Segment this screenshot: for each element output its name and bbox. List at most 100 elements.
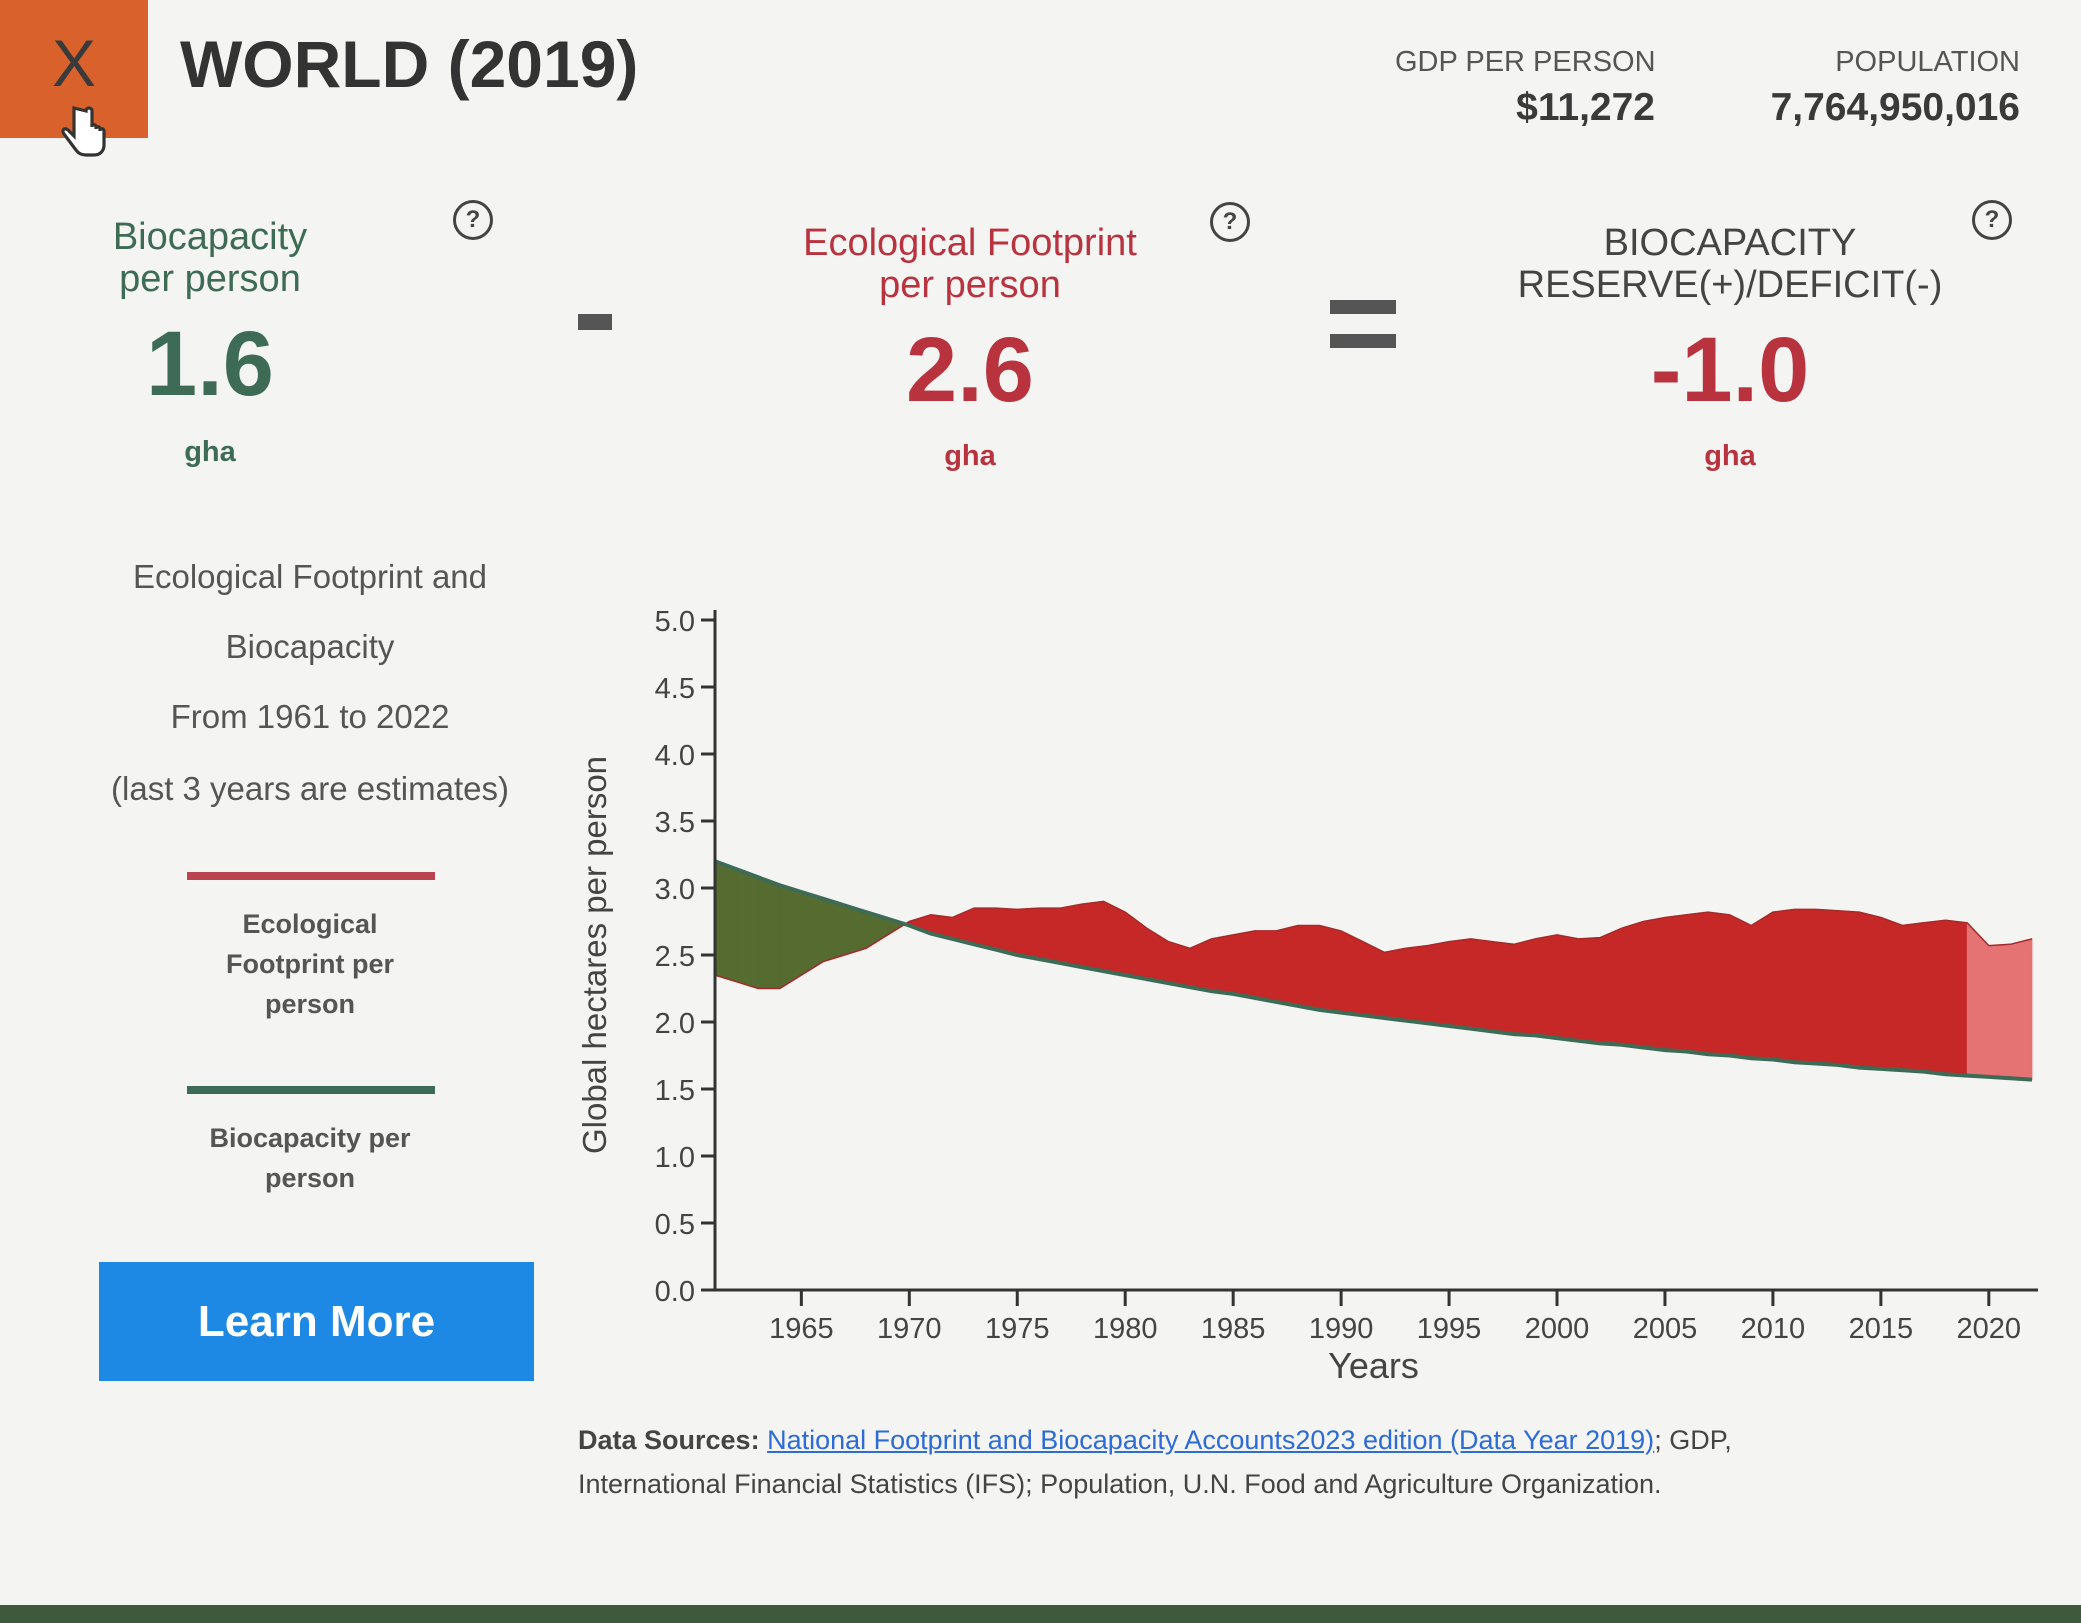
area-segment-2021-0 [2010, 938, 2033, 1081]
area-segment-1975-0 [1016, 907, 1040, 960]
y-axis-label: Global hectares per person [576, 756, 613, 1154]
biocapacity-value: 1.6 [146, 313, 274, 415]
footprint-label-line2: per person [879, 264, 1061, 306]
footprint-value: 2.6 [906, 319, 1034, 421]
area-segment-1978-0 [1081, 900, 1104, 972]
chart-description-line2: Biocapacity [225, 628, 395, 665]
area-segment-2011-0 [1794, 908, 1817, 1064]
legend-biocapacity-label: Biocapacity per person [160, 1118, 460, 1198]
area-segment-2015-0 [1880, 916, 1903, 1071]
sources-rest-text: International Financial Statistics (IFS)… [578, 1469, 1662, 1499]
area-segment-2012-0 [1815, 908, 1839, 1066]
x-tick-label: 2010 [1741, 1313, 1806, 1345]
x-tick-label: 1995 [1417, 1313, 1482, 1345]
area-segment-1989-0 [1319, 924, 1342, 1014]
biocapacity-unit: gha [184, 436, 236, 468]
y-tick-label: 4.0 [655, 740, 695, 772]
area-segment-2002-0 [1599, 927, 1623, 1046]
chart-description-line3: From 1961 to 2022 [170, 698, 450, 735]
footprint-label-line1: Ecological Footprint [803, 222, 1137, 264]
legend-biocapacity-swatch [187, 1086, 435, 1094]
legend-biocapacity-line1: Biocapacity per [209, 1123, 411, 1153]
area-segment-2016-0 [1902, 922, 1925, 1073]
y-tick-label: 5.0 [655, 606, 695, 638]
area-segment-1987-0 [1275, 924, 1299, 1007]
y-tick-label: 0.0 [655, 1276, 695, 1308]
legend-footprint-swatch [187, 872, 435, 880]
area-segment-1991-0 [1362, 940, 1385, 1019]
area-segment-1999-0 [1535, 934, 1558, 1039]
area-segment-2009-0 [1750, 911, 1774, 1060]
area-segment-1964-0 [779, 884, 802, 990]
footprint-biocapacity-chart: 0.0 0.5 1.0 1.5 2.0 2.5 3.0 3.5 4.0 4.5 5.0 1965 197… [576, 606, 2038, 1386]
area-segment-2003-0 [1621, 920, 1644, 1048]
area-segment-2020-0 [1988, 943, 2011, 1079]
area-segment-1997-0 [1491, 941, 1515, 1035]
gdp-value: $11,272 [1516, 86, 1655, 129]
area-segment-2005-0 [1664, 914, 1687, 1052]
x-tick-label: 2005 [1633, 1313, 1698, 1345]
reserve-label-line1: BIOCAPACITY [1603, 222, 1857, 264]
close-label: X [51, 26, 97, 100]
area-segment-1984-0 [1211, 934, 1234, 995]
biocapacity-series-line [714, 859, 2033, 1082]
y-tick-label: 4.5 [655, 673, 695, 705]
x-tick-label: 1970 [877, 1313, 942, 1345]
area-segment-1963-0 [757, 876, 781, 989]
area-segment-2014-0 [1858, 911, 1882, 1070]
area-segment-1993-0 [1405, 945, 1428, 1024]
equals-operator-bottom [1330, 334, 1396, 348]
area-segment-1985-0 [1232, 930, 1256, 999]
area-segment-2007-0 [1707, 911, 1731, 1056]
x-tick-label: 2015 [1849, 1313, 1914, 1345]
y-tick-label: 0.5 [655, 1209, 695, 1241]
area-segment-1966-0 [822, 898, 845, 963]
area-segment-2006-0 [1686, 911, 1709, 1055]
area-segment-2004-0 [1643, 917, 1666, 1051]
area-segment-1992-0 [1383, 947, 1407, 1022]
area-segment-1986-0 [1254, 930, 1277, 1003]
area-segment-1962-0 [736, 868, 759, 990]
reserve-label: BIOCAPACITY RESERVE(+)/DEFICIT(-) [1480, 222, 1980, 306]
legend-footprint-line1: Ecological [242, 909, 378, 939]
area-segment-1980-0 [1124, 911, 1148, 980]
area-segment-2019-0 [1966, 921, 1990, 1078]
sources-link[interactable]: National Footprint and Biocapacity Accou… [767, 1425, 1655, 1455]
area-segment-2001-0 [1578, 937, 1601, 1044]
x-tick-label: 2000 [1525, 1313, 1590, 1345]
area-segment-1977-0 [1059, 903, 1083, 968]
chart-description-line4: (last 3 years are estimates) [111, 770, 509, 807]
area-segment-1994-0 [1427, 941, 1450, 1027]
y-tick-label: 1.5 [655, 1075, 695, 1107]
population-label: POPULATION [1835, 46, 2020, 78]
reserve-help-icon[interactable]: ? [1972, 200, 2012, 240]
legend-footprint-line2: Footprint per [226, 949, 394, 979]
x-tick-label: 1965 [769, 1313, 834, 1345]
area-segment-2018-0 [1945, 919, 1968, 1077]
footprint-help-icon[interactable]: ? [1210, 202, 1250, 242]
y-tick-label: 2.0 [655, 1008, 695, 1040]
hand-cursor-icon [61, 105, 106, 157]
legend-biocapacity-line2: person [264, 1163, 356, 1193]
footprint-label: Ecological Footprint per person [770, 222, 1170, 306]
area-segment-1982-0 [1168, 941, 1191, 988]
area-segment-1976-0 [1038, 907, 1061, 964]
x-tick-label: 1980 [1093, 1313, 1158, 1345]
area-segment-1979-0 [1103, 900, 1126, 976]
area-segment-1974-0 [995, 907, 1018, 956]
area-segment-1965-0 [800, 891, 824, 976]
area-segment-2017-0 [1923, 919, 1946, 1075]
biocapacity-help-icon[interactable]: ? [453, 200, 493, 240]
area-segment-1981-0 [1146, 927, 1169, 984]
data-sources: Data Sources: National Footprint and Bio… [578, 1418, 1998, 1506]
y-tick-label: 1.0 [655, 1142, 695, 1174]
legend-footprint-line3: person [264, 989, 356, 1019]
area-segment-1998-0 [1513, 938, 1536, 1036]
biocapacity-label-line2: per person [119, 258, 301, 300]
sources-label: Data Sources: [578, 1425, 760, 1455]
population-value: 7,764,950,016 [1770, 86, 2020, 129]
y-tick-label: 3.0 [655, 874, 695, 906]
y-tick-label: 2.5 [655, 941, 695, 973]
learn-more-button[interactable]: Learn More [99, 1262, 534, 1381]
